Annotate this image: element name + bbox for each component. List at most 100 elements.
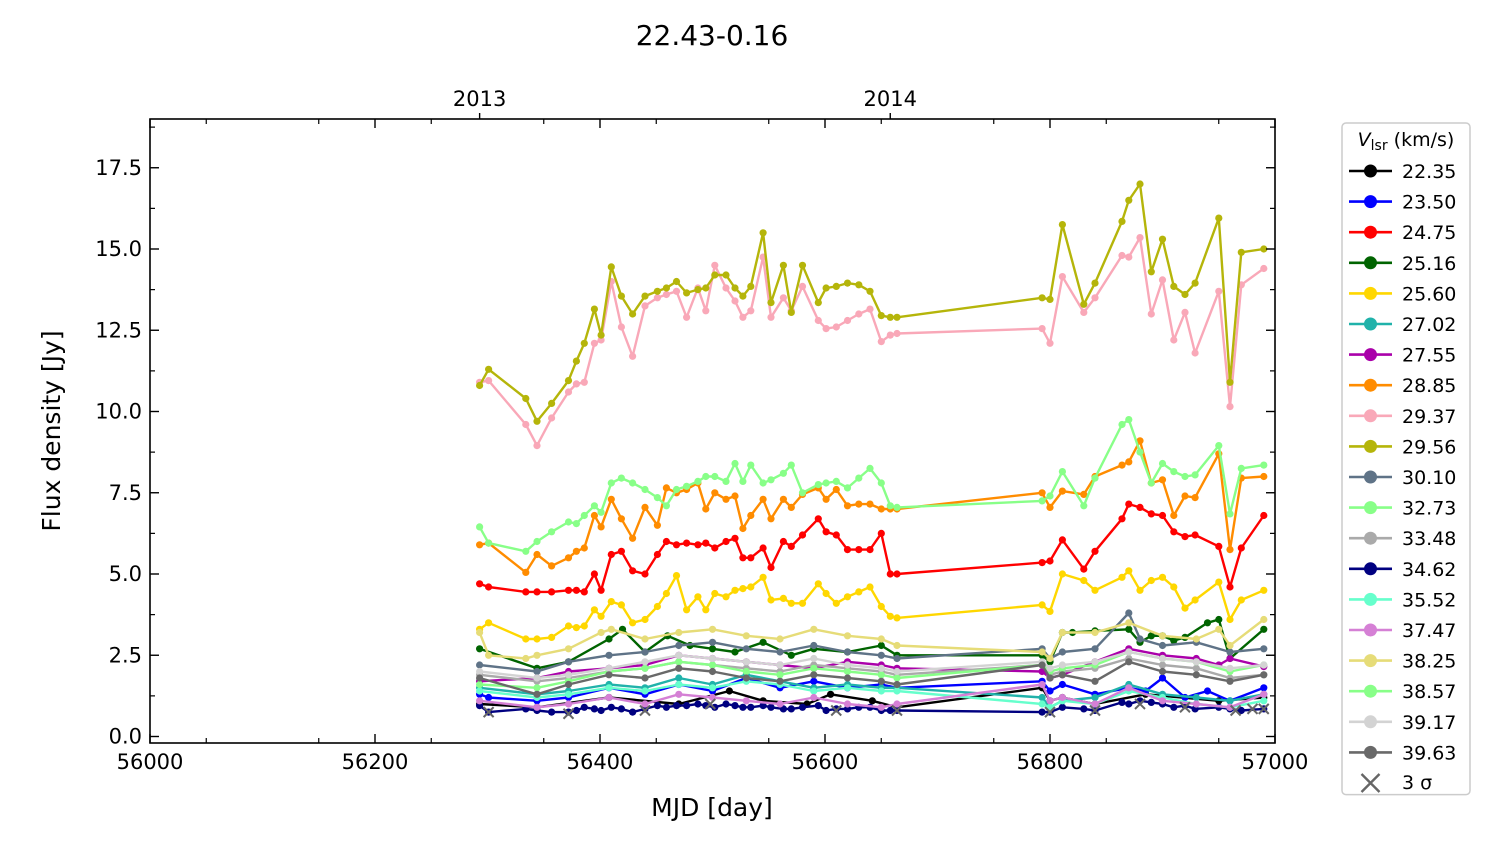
legend-label: 29.56	[1402, 436, 1456, 458]
legend-marker	[1364, 317, 1377, 331]
data-point-24.75	[759, 544, 767, 552]
data-point-28.85	[662, 484, 671, 492]
legend-label: 37.47	[1402, 620, 1456, 642]
data-point-25.16	[1215, 615, 1223, 624]
data-point-28.85	[564, 554, 573, 562]
data-point-28.85	[476, 541, 484, 549]
legend-item-39.63: 39.63	[1349, 742, 1456, 764]
data-point-32.73	[485, 539, 493, 547]
data-point-32.73	[1226, 510, 1234, 518]
data-point-37.47	[1192, 700, 1200, 708]
data-point-32.73	[886, 502, 894, 510]
x-tick-label: 56800	[1017, 750, 1084, 774]
data-point-25.60	[886, 612, 894, 620]
data-point-25.16	[1260, 625, 1268, 633]
data-point-29.56	[1136, 180, 1144, 188]
data-point-38.57	[742, 667, 750, 676]
data-point-25.60	[1038, 601, 1046, 609]
data-point-38.25	[1091, 628, 1099, 637]
data-point-39.17	[742, 658, 750, 666]
data-point-35.52	[893, 687, 901, 695]
data-point-32.73	[747, 461, 755, 469]
data-point-32.73	[731, 459, 739, 468]
data-point-25.60	[1260, 586, 1268, 594]
data-point-39.17	[533, 674, 541, 682]
data-point-29.37	[1091, 294, 1099, 302]
data-point-23.50	[1046, 687, 1054, 695]
data-point-25.16	[1147, 632, 1155, 640]
data-point-39.63	[1046, 674, 1054, 682]
data-point-29.37	[653, 294, 662, 302]
data-point-32.73	[607, 479, 615, 487]
data-point-29.37	[702, 307, 710, 315]
data-point-39.17	[877, 664, 885, 672]
data-point-30.10	[1125, 609, 1133, 617]
data-point-35.52	[708, 684, 717, 692]
legend-item-27.02: 27.02	[1349, 314, 1456, 336]
legend-item-29.37: 29.37	[1349, 406, 1456, 428]
data-point-34.62	[731, 702, 739, 710]
data-point-37.47	[742, 697, 750, 705]
data-point-35.52	[476, 687, 484, 695]
data-point-39.63	[1038, 661, 1046, 669]
data-point-38.25	[522, 654, 530, 663]
legend-item-38.57: 38.57	[1349, 681, 1456, 703]
data-point-29.37	[1080, 308, 1088, 316]
data-point-30.10	[893, 654, 901, 663]
data-point-25.60	[731, 586, 739, 594]
data-point-39.63	[1091, 677, 1099, 685]
data-point-28.85	[731, 492, 739, 500]
data-point-28.85	[855, 500, 863, 508]
data-point-35.52	[675, 680, 683, 689]
data-point-29.37	[877, 338, 885, 346]
data-point-24.75	[572, 586, 581, 594]
data-point-39.63	[675, 664, 683, 672]
data-point-38.25	[810, 625, 818, 633]
data-point-24.75	[779, 537, 788, 546]
data-point-25.60	[747, 583, 755, 591]
data-point-24.75	[1080, 565, 1088, 573]
three-sigma-marker	[482, 706, 495, 718]
legend-marker	[1364, 531, 1377, 545]
data-point-39.63	[605, 671, 613, 679]
data-point-29.56	[1181, 290, 1189, 299]
data-point-39.63	[708, 667, 717, 676]
data-point-34.62	[1237, 706, 1245, 715]
data-point-29.37	[1136, 234, 1144, 242]
legend-item-24.75: 24.75	[1349, 222, 1456, 244]
data-point-29.37	[572, 380, 581, 388]
series-line-27.02	[479, 673, 1265, 709]
data-point-25.16	[877, 641, 885, 650]
data-point-25.60	[548, 633, 556, 642]
data-point-30.10	[564, 658, 573, 666]
data-point-24.75	[629, 567, 637, 575]
data-point-24.75	[485, 583, 493, 591]
data-point-24.75	[476, 580, 484, 588]
data-point-29.56	[1215, 214, 1223, 222]
data-point-25.60	[739, 585, 747, 593]
data-point-25.60	[855, 588, 863, 596]
data-point-32.73	[1237, 464, 1245, 472]
data-point-28.85	[1191, 494, 1199, 502]
data-point-38.25	[1038, 648, 1046, 656]
data-point-34.62	[672, 702, 681, 710]
data-point-25.60	[722, 593, 730, 601]
data-point-24.75	[1215, 542, 1223, 551]
data-point-29.37	[855, 310, 863, 318]
legend: Vlsr (km/s) 22.35 23.50 24.75 25.16 25.60 27.0…	[1341, 122, 1471, 796]
legend-item-27.55: 27.55	[1349, 345, 1456, 367]
legend-item-22.35: 22.35	[1349, 161, 1456, 183]
plot-frame	[149, 118, 1276, 744]
data-point-24.75	[787, 542, 795, 551]
data-point-25.60	[572, 624, 581, 632]
data-point-32.73	[787, 461, 795, 469]
data-point-29.37	[1181, 308, 1189, 316]
data-point-38.25	[877, 635, 885, 643]
legend-3sigma-label: 3 σ	[1402, 772, 1432, 794]
data-point-30.10	[1158, 641, 1167, 650]
legend-title: Vlsr (km/s)	[1358, 129, 1455, 154]
data-point-29.37	[731, 297, 739, 305]
data-point-32.73	[722, 477, 730, 485]
data-point-29.56	[1158, 235, 1167, 243]
data-point-38.25	[1058, 628, 1066, 637]
